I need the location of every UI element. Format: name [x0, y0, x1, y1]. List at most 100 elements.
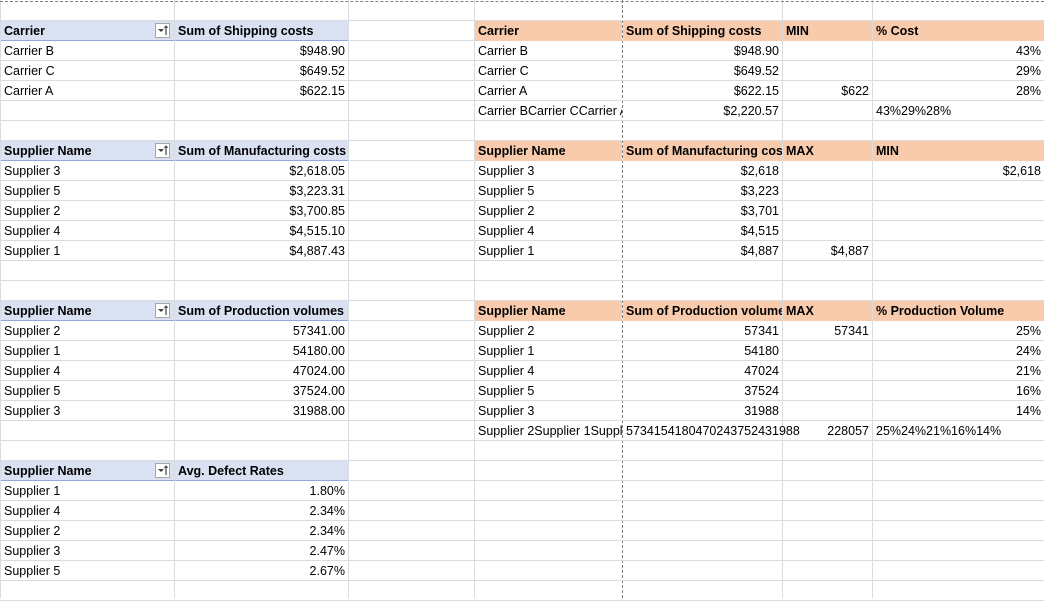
pivot-row-value[interactable]: $3,700.85	[289, 204, 345, 218]
table-cell[interactable]: Supplier 2	[478, 324, 535, 338]
table-cell[interactable]: 57341	[834, 324, 869, 338]
pivot-row-value[interactable]: 2.67%	[309, 564, 345, 578]
pivot-row-value[interactable]: 31988.00	[292, 404, 345, 418]
pivot-header-row-label[interactable]: Supplier Name	[1, 301, 174, 321]
table-header-cell[interactable]: Carrier	[475, 21, 622, 41]
table-header-cell[interactable]: MIN	[783, 21, 872, 41]
pivot-header-row-label[interactable]: Carrier	[1, 21, 174, 41]
table-cell[interactable]: Supplier 3	[478, 164, 535, 178]
pivot-row-label[interactable]: Supplier 5	[4, 184, 61, 198]
filter-sort-button[interactable]	[155, 23, 170, 38]
table-cell[interactable]: Supplier 5	[478, 184, 535, 198]
pivot-header-row-label[interactable]: Supplier Name	[1, 141, 174, 161]
table-cell[interactable]: Supplier 1	[478, 244, 535, 258]
pivot-row-label[interactable]: Supplier 3	[4, 404, 61, 418]
table-header-cell[interactable]: % Production Volume	[873, 301, 1044, 321]
table-cell[interactable]: $2,618	[1002, 164, 1041, 178]
summary-cell[interactable]: 25%24%21%16%14%	[876, 424, 1002, 438]
pivot-row-value[interactable]: 47024.00	[292, 364, 345, 378]
table-cell[interactable]: $649.52	[733, 64, 779, 78]
pivot-row-label[interactable]: Supplier 4	[4, 364, 61, 378]
table-header-cell[interactable]: Supplier Name	[475, 301, 622, 321]
pivot-row-value[interactable]: 2.34%	[309, 524, 345, 538]
table-header-cell[interactable]: Sum of Shipping costs	[623, 21, 782, 41]
table-cell[interactable]: 37524	[744, 384, 779, 398]
pivot-row-label[interactable]: Supplier 1	[4, 244, 61, 258]
summary-cell[interactable]: 43%29%28%	[876, 104, 952, 118]
table-cell[interactable]: 21%	[1015, 364, 1041, 378]
table-cell[interactable]: $3,701	[740, 204, 779, 218]
pivot-row-value[interactable]: $4,515.10	[289, 224, 345, 238]
pivot-row-label[interactable]: Supplier 2	[4, 324, 61, 338]
pivot-row-value[interactable]: $622.15	[299, 84, 345, 98]
table-header-cell[interactable]: Sum of Manufacturing costs	[623, 141, 782, 161]
pivot-row-value[interactable]: $948.90	[299, 44, 345, 58]
table-cell[interactable]: Supplier 4	[478, 224, 535, 238]
summary-cell[interactable]: $2,220.57	[723, 104, 779, 118]
pivot-row-label[interactable]: Carrier B	[4, 44, 55, 58]
table-cell[interactable]: 29%	[1015, 64, 1041, 78]
pivot-row-value[interactable]: $2,618.05	[289, 164, 345, 178]
pivot-row-value[interactable]: 37524.00	[292, 384, 345, 398]
pivot-row-label[interactable]: Supplier 4	[4, 504, 61, 518]
table-cell[interactable]: Supplier 4	[478, 364, 535, 378]
pivot-row-value[interactable]: 2.34%	[309, 504, 345, 518]
summary-cell[interactable]: Carrier BCarrier CCarrier A	[478, 104, 622, 118]
table-cell[interactable]: $4,515	[740, 224, 779, 238]
pivot-header-row-label[interactable]: Supplier Name	[1, 461, 174, 481]
pivot-row-value[interactable]: 54180.00	[292, 344, 345, 358]
pivot-row-label[interactable]: Supplier 2	[4, 524, 61, 538]
pivot-row-value[interactable]: $649.52	[299, 64, 345, 78]
summary-cell[interactable]: 5734154180470243752431988	[626, 424, 800, 438]
table-cell[interactable]: Carrier B	[478, 44, 529, 58]
table-cell[interactable]: 31988	[744, 404, 779, 418]
table-cell[interactable]: $4,887	[740, 244, 779, 258]
pivot-header-value-label[interactable]: Sum of Manufacturing costs	[175, 141, 348, 161]
summary-cell[interactable]: 228057	[827, 424, 869, 438]
table-header-cell[interactable]: MAX	[783, 141, 872, 161]
table-cell[interactable]: $2,618	[740, 164, 779, 178]
table-cell[interactable]: Carrier C	[478, 64, 529, 78]
table-cell[interactable]: Carrier A	[478, 84, 528, 98]
pivot-row-label[interactable]: Supplier 1	[4, 344, 61, 358]
table-cell[interactable]: 14%	[1015, 404, 1041, 418]
pivot-row-value[interactable]: 1.80%	[309, 484, 345, 498]
table-cell[interactable]: $3,223	[740, 184, 779, 198]
filter-sort-button[interactable]	[155, 463, 170, 478]
pivot-header-value-label[interactable]: Sum of Production volumes	[175, 301, 348, 321]
pivot-row-label[interactable]: Carrier A	[4, 84, 54, 98]
pivot-row-label[interactable]: Carrier C	[4, 64, 55, 78]
table-cell[interactable]: 57341	[744, 324, 779, 338]
filter-sort-button[interactable]	[155, 303, 170, 318]
table-header-cell[interactable]: Supplier Name	[475, 141, 622, 161]
table-cell[interactable]: Supplier 3	[478, 404, 535, 418]
table-header-cell[interactable]: % Cost	[873, 21, 1044, 41]
table-cell[interactable]: Supplier 1	[478, 344, 535, 358]
pivot-row-label[interactable]: Supplier 4	[4, 224, 61, 238]
pivot-header-value-label[interactable]: Avg. Defect Rates	[175, 461, 348, 481]
pivot-row-value[interactable]: 2.47%	[309, 544, 345, 558]
table-cell[interactable]: 16%	[1015, 384, 1041, 398]
table-cell[interactable]: $948.90	[733, 44, 779, 58]
table-cell[interactable]: 25%	[1015, 324, 1041, 338]
table-cell[interactable]: 54180	[744, 344, 779, 358]
pivot-row-label[interactable]: Supplier 3	[4, 544, 61, 558]
table-cell[interactable]: Supplier 5	[478, 384, 535, 398]
table-cell[interactable]: 24%	[1015, 344, 1041, 358]
filter-sort-button[interactable]	[155, 143, 170, 158]
pivot-row-value[interactable]: 57341.00	[292, 324, 345, 338]
table-cell[interactable]: $622.15	[733, 84, 779, 98]
pivot-row-label[interactable]: Supplier 5	[4, 564, 61, 578]
pivot-header-value-label[interactable]: Sum of Shipping costs	[175, 21, 348, 41]
table-cell[interactable]: 47024	[744, 364, 779, 378]
pivot-row-label[interactable]: Supplier 2	[4, 204, 61, 218]
pivot-row-value[interactable]: $3,223.31	[289, 184, 345, 198]
pivot-row-label[interactable]: Supplier 3	[4, 164, 61, 178]
table-header-cell[interactable]: Sum of Production volumes	[623, 301, 782, 321]
table-cell[interactable]: 28%	[1015, 84, 1041, 98]
table-cell[interactable]: 43%	[1015, 44, 1041, 58]
pivot-row-label[interactable]: Supplier 1	[4, 484, 61, 498]
table-header-cell[interactable]: MAX	[783, 301, 872, 321]
